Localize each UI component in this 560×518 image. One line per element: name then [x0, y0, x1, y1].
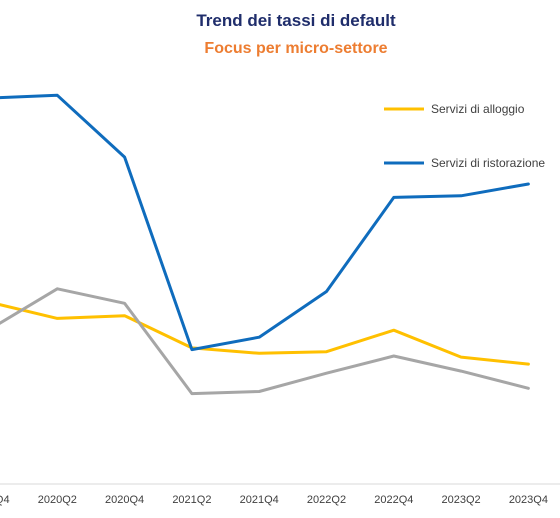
x-tick-label: 2021Q4 [240, 494, 279, 506]
x-tick-label: 2023Q4 [509, 494, 548, 506]
series-line-2 [0, 287, 530, 396]
x-tick-label: 2020Q2 [38, 494, 77, 506]
legend-label-0: Servizi di alloggio [431, 102, 525, 116]
series-line-1 [0, 93, 530, 352]
x-tick-label: 2021Q2 [172, 494, 211, 506]
x-tick-label: 2020Q4 [105, 494, 144, 506]
x-tick-label: 2023Q2 [442, 494, 481, 506]
x-tick-label: 2019Q4 [0, 494, 10, 506]
chart-subtitle: Focus per micro-settore [204, 40, 388, 57]
x-tick-label: 2022Q4 [374, 494, 413, 506]
x-tick-label: 2022Q2 [307, 494, 346, 506]
legend-label-1: Servizi di ristorazione [431, 156, 545, 170]
chart-title: Trend dei tassi di default [196, 11, 396, 30]
